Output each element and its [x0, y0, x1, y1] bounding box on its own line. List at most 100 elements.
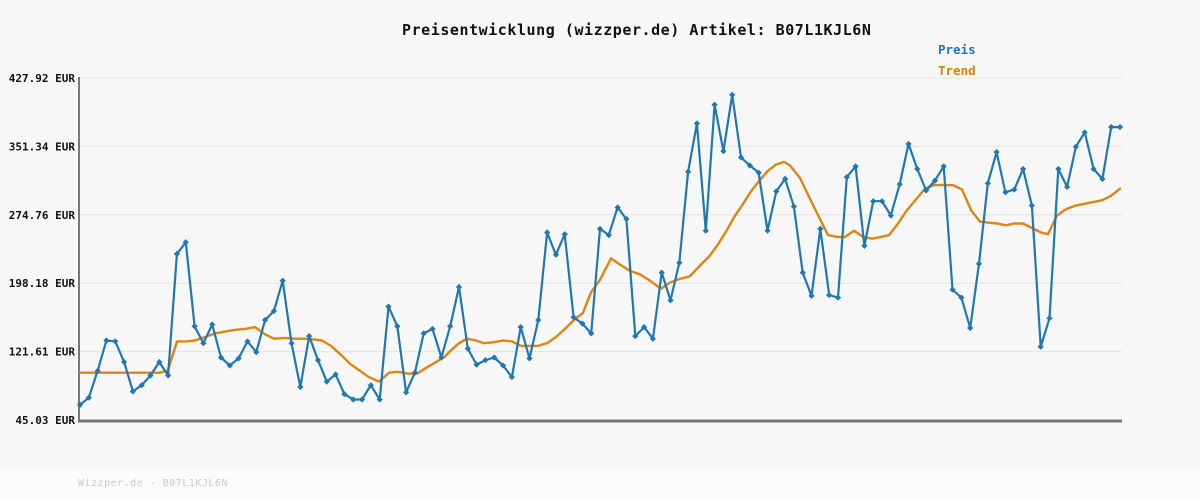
price-marker: [447, 323, 454, 330]
price-marker: [209, 321, 216, 328]
price-marker: [588, 330, 595, 337]
price-marker: [834, 294, 842, 301]
price-marker: [455, 283, 463, 291]
price-marker: [878, 198, 886, 205]
price-marker: [940, 163, 947, 170]
price-marker: [843, 173, 850, 181]
price-marker: [720, 148, 727, 155]
price-marker: [870, 198, 877, 205]
price-marker: [614, 204, 621, 211]
price-marker: [129, 388, 136, 395]
price-marker: [817, 225, 824, 232]
price-marker: [596, 225, 604, 232]
price-marker: [261, 316, 269, 324]
price-marker: [931, 177, 939, 184]
price-marker: [667, 297, 674, 304]
price-marker: [702, 227, 709, 234]
price-marker: [1037, 343, 1044, 350]
price-marker: [314, 357, 322, 364]
price-marker: [764, 227, 771, 234]
price-marker: [605, 232, 612, 239]
y-axis-tick-label: 427.92 EUR: [9, 72, 76, 85]
price-marker: [658, 269, 665, 276]
price-marker: [420, 330, 427, 337]
price-marker: [1099, 175, 1106, 182]
price-marker: [376, 396, 383, 403]
price-marker: [306, 332, 313, 340]
price-marker: [711, 101, 718, 108]
price-marker: [358, 396, 366, 403]
price-marker: [85, 394, 92, 401]
price-marker: [438, 354, 445, 361]
price-marker: [297, 383, 304, 391]
price-marker: [640, 324, 648, 331]
price-marker: [103, 337, 110, 344]
price-marker: [781, 175, 789, 182]
price-marker: [1002, 189, 1009, 196]
price-marker: [332, 371, 339, 378]
y-axis-tick-label: 45.03 EUR: [15, 414, 75, 427]
price-marker: [226, 362, 233, 369]
price-marker: [905, 140, 912, 148]
watermark-text: Wizzper.de - B07L1KJL6N: [78, 478, 228, 489]
legend-item-trend: Trend: [938, 60, 976, 81]
price-marker: [975, 260, 983, 267]
price-marker: [473, 361, 480, 368]
trend-line: [78, 160, 1122, 383]
price-marker: [244, 338, 251, 345]
price-marker: [949, 286, 956, 293]
price-marker: [217, 354, 225, 361]
price-marker: [914, 165, 921, 173]
y-axis-tick-label: 274.76 EUR: [9, 209, 76, 222]
price-marker: [165, 372, 172, 379]
price-marker: [693, 120, 701, 127]
price-marker: [535, 316, 542, 324]
price-marker: [676, 259, 683, 266]
price-marker: [288, 340, 295, 347]
price-marker: [1028, 202, 1035, 209]
price-marker: [808, 292, 815, 299]
price-marker: [799, 269, 806, 276]
price-marker: [191, 323, 198, 330]
price-marker: [746, 162, 753, 169]
price-marker: [755, 169, 762, 176]
price-marker: [1019, 165, 1027, 173]
price-marker: [279, 277, 286, 284]
price-marker: [790, 203, 797, 210]
price-marker: [182, 239, 189, 246]
price-marker: [156, 358, 163, 366]
price-marker: [508, 374, 515, 381]
price-marker: [112, 338, 119, 345]
price-marker: [544, 229, 551, 236]
price-marker: [887, 212, 894, 219]
price-marker: [737, 154, 745, 161]
price-marker: [253, 349, 260, 356]
price-marker: [1046, 315, 1053, 322]
footer-strip: [0, 470, 1200, 500]
price-marker: [1055, 165, 1062, 173]
price-marker: [526, 355, 533, 362]
price-marker: [1081, 129, 1088, 136]
price-marker: [200, 340, 207, 347]
price-marker: [685, 168, 692, 175]
legend-label-trend: Trend: [938, 63, 976, 78]
price-marker: [491, 354, 498, 361]
legend-label-preis: Preis: [938, 42, 976, 57]
y-axis-tick-label: 198.18 EUR: [9, 277, 76, 290]
price-marker: [499, 362, 507, 369]
price-marker: [826, 291, 833, 299]
price-marker: [403, 389, 410, 396]
price-marker: [76, 401, 84, 408]
price-marker: [120, 358, 128, 366]
price-marker: [367, 382, 374, 389]
price-marker: [852, 163, 859, 170]
price-marker: [1116, 123, 1124, 131]
price-marker: [147, 372, 154, 379]
price-marker: [235, 355, 242, 362]
price-marker: [729, 91, 736, 98]
price-marker: [1090, 165, 1097, 173]
y-axis-tick-label: 121.61 EUR: [9, 346, 76, 359]
price-marker: [270, 307, 277, 315]
price-marker: [482, 357, 489, 364]
